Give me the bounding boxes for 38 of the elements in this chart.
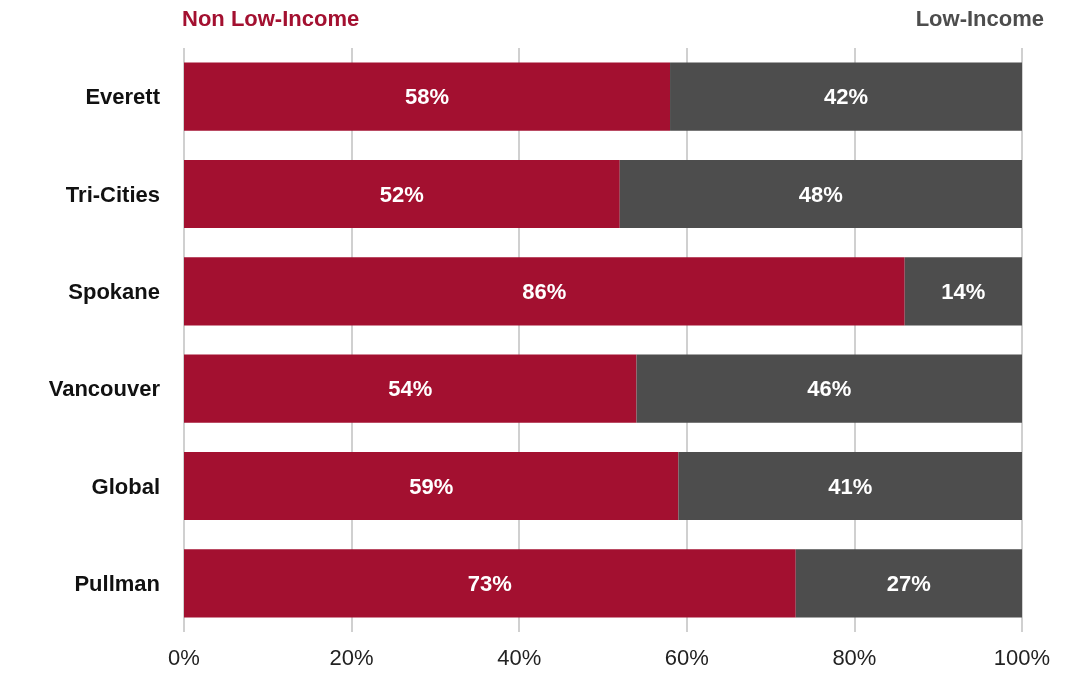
x-tick-label: 0%	[168, 644, 200, 670]
x-tick-label: 80%	[832, 644, 877, 670]
bar	[678, 451, 1022, 521]
data-label: 48%	[798, 181, 843, 207]
x-tick-label: 20%	[329, 644, 374, 670]
bar	[184, 159, 620, 229]
y-tick-label: Spokane	[68, 278, 160, 304]
series-label: Non Low-Income	[182, 5, 360, 31]
bar	[184, 549, 796, 618]
y-tick-label: Pullman	[74, 570, 160, 596]
bar	[904, 257, 1022, 326]
bar	[184, 257, 905, 326]
series-label: Low-Income	[915, 5, 1045, 31]
data-label: 54%	[388, 376, 433, 402]
bar	[636, 354, 1022, 423]
data-label: 41%	[828, 473, 873, 499]
bar	[184, 62, 671, 131]
y-tick-label: Everett	[85, 84, 161, 110]
bar	[795, 549, 1022, 618]
data-label: 46%	[807, 376, 852, 402]
data-label: 52%	[379, 181, 424, 207]
y-tick-label: Global	[91, 473, 160, 499]
bar	[670, 62, 1022, 131]
x-tick-label: 100%	[993, 644, 1051, 670]
data-label: 27%	[886, 570, 931, 596]
data-label: 73%	[467, 570, 512, 596]
data-label: 42%	[824, 84, 869, 110]
data-label: 86%	[522, 278, 567, 304]
x-tick-label: 60%	[664, 644, 709, 670]
data-label: 14%	[941, 278, 986, 304]
bar	[184, 354, 637, 423]
y-tick-label: Tri-Cities	[65, 181, 160, 207]
data-label: 59%	[409, 473, 454, 499]
data-label: 58%	[405, 84, 450, 110]
bar	[184, 451, 679, 521]
y-tick-label: Vancouver	[48, 376, 161, 402]
bar	[619, 159, 1022, 229]
x-tick-label: 40%	[497, 644, 542, 670]
